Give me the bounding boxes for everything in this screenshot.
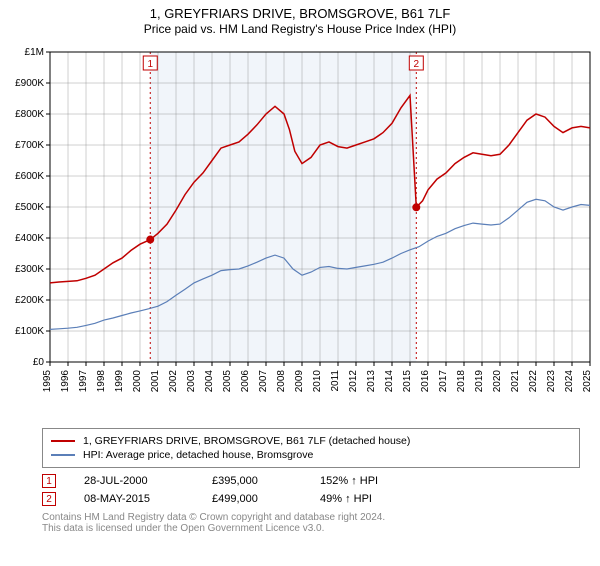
ytick-label: £200K (15, 295, 44, 306)
legend: 1, GREYFRIARS DRIVE, BROMSGROVE, B61 7LF… (42, 428, 580, 468)
sale-price: £499,000 (212, 493, 292, 505)
xtick-label: 2008 (276, 370, 287, 393)
legend-row-red: 1, GREYFRIARS DRIVE, BROMSGROVE, B61 7LF… (51, 435, 571, 447)
sale-date: 28-JUL-2000 (84, 475, 184, 487)
xtick-label: 2012 (348, 370, 359, 393)
ytick-label: £300K (15, 264, 44, 275)
xtick-label: 2014 (384, 370, 395, 393)
sale-row: 1 28-JUL-2000 £395,000 152% ↑ HPI (42, 474, 580, 488)
ytick-label: £400K (15, 233, 44, 244)
sale-hpi: 49% ↑ HPI (320, 493, 420, 505)
ytick-label: £800K (15, 109, 44, 120)
legend-label-blue: HPI: Average price, detached house, Brom… (83, 449, 313, 461)
sale-row: 2 08-MAY-2015 £499,000 49% ↑ HPI (42, 492, 580, 506)
footnote: Contains HM Land Registry data © Crown c… (42, 512, 580, 534)
xtick-label: 2001 (150, 370, 161, 393)
sale-marker-num: 1 (147, 59, 153, 70)
legend-swatch-blue (51, 454, 75, 456)
ytick-label: £0 (33, 357, 45, 368)
xtick-label: 2022 (528, 370, 539, 393)
footnote-line: This data is licensed under the Open Gov… (42, 523, 580, 534)
xtick-label: 2000 (132, 370, 143, 393)
sale-dot (412, 203, 420, 211)
chart-subtitle: Price paid vs. HM Land Registry's House … (0, 22, 600, 36)
xtick-label: 2013 (366, 370, 377, 393)
sale-hpi: 152% ↑ HPI (320, 475, 420, 487)
xtick-label: 2005 (222, 370, 233, 393)
xtick-label: 2007 (258, 370, 269, 393)
sale-dot (146, 236, 154, 244)
xtick-label: 2009 (294, 370, 305, 393)
chart-title: 1, GREYFRIARS DRIVE, BROMSGROVE, B61 7LF (0, 6, 600, 21)
xtick-label: 2024 (564, 370, 575, 393)
xtick-label: 2021 (510, 370, 521, 393)
xtick-label: 2011 (330, 370, 341, 392)
xtick-label: 2006 (240, 370, 251, 393)
sale-price: £395,000 (212, 475, 292, 487)
xtick-label: 2018 (456, 370, 467, 393)
ytick-label: £1M (25, 47, 44, 58)
xtick-label: 1995 (42, 370, 53, 393)
xtick-label: 2016 (420, 370, 431, 393)
xtick-label: 2019 (474, 370, 485, 393)
sale-marker-icon: 1 (42, 474, 56, 488)
xtick-label: 2015 (402, 370, 413, 393)
xtick-label: 2010 (312, 370, 323, 393)
chart-area: £0 £100K £200K £300K £400K £500K £600K £700K £80… (0, 42, 600, 422)
xtick-label: 2004 (204, 370, 215, 393)
ytick-label: £900K (15, 78, 44, 89)
xtick-label: 1999 (114, 370, 125, 393)
sales-table: 1 28-JUL-2000 £395,000 152% ↑ HPI 2 08-M… (42, 474, 580, 506)
xtick-label: 1997 (78, 370, 89, 393)
xtick-label: 2020 (492, 370, 503, 393)
xtick-label: 2023 (546, 370, 557, 393)
xtick-label: 1996 (60, 370, 71, 393)
xtick-label: 1998 (96, 370, 107, 393)
legend-row-blue: HPI: Average price, detached house, Brom… (51, 449, 571, 461)
xtick-label: 2002 (168, 370, 179, 393)
chart-svg: £0 £100K £200K £300K £400K £500K £600K £700K £80… (0, 42, 600, 422)
sale-marker-icon: 2 (42, 492, 56, 506)
sale-date: 08-MAY-2015 (84, 493, 184, 505)
xtick-label: 2025 (582, 370, 593, 393)
ytick-label: £500K (15, 202, 44, 213)
ytick-label: £100K (15, 326, 44, 337)
ytick-label: £600K (15, 171, 44, 182)
footnote-line: Contains HM Land Registry data © Crown c… (42, 512, 580, 523)
xtick-label: 2003 (186, 370, 197, 393)
ytick-label: £700K (15, 140, 44, 151)
xtick-label: 2017 (438, 370, 449, 393)
legend-swatch-red (51, 440, 75, 442)
sale-marker-num: 2 (414, 59, 420, 70)
legend-label-red: 1, GREYFRIARS DRIVE, BROMSGROVE, B61 7LF… (83, 435, 410, 447)
